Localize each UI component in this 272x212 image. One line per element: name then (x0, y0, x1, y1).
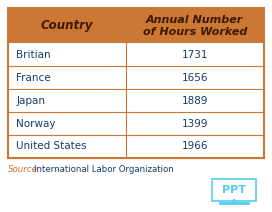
Text: PPT: PPT (222, 184, 246, 195)
Text: 1966: 1966 (181, 141, 208, 152)
FancyBboxPatch shape (212, 179, 256, 201)
Text: Norway: Norway (16, 119, 56, 129)
Text: 1889: 1889 (181, 96, 208, 106)
Text: France: France (16, 73, 51, 83)
Text: Britian: Britian (16, 50, 51, 60)
Text: Japan: Japan (16, 96, 45, 106)
Text: International Labor Organization: International Labor Organization (34, 165, 174, 174)
Text: 1656: 1656 (181, 73, 208, 83)
Text: 1399: 1399 (181, 119, 208, 129)
Text: Country: Country (41, 20, 93, 32)
Text: Source:: Source: (8, 165, 41, 174)
Text: Annual Number
of Hours Worked: Annual Number of Hours Worked (143, 15, 247, 37)
Text: United States: United States (16, 141, 87, 152)
Text: 1731: 1731 (181, 50, 208, 60)
